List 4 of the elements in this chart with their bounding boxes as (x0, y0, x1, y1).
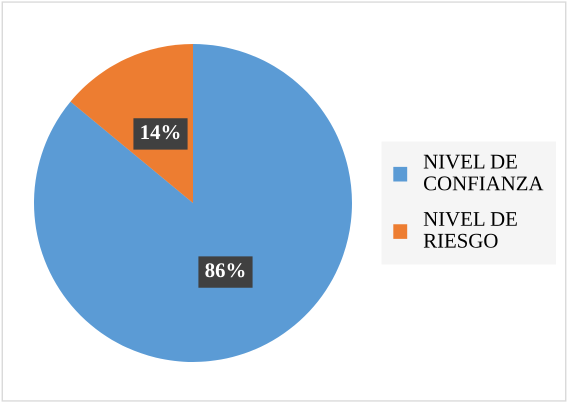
data-label: 86% (205, 263, 244, 278)
data-label: 14% (141, 125, 180, 140)
legend-label: NIVEL DE CONFIANZA (424, 154, 544, 190)
legend-label: NIVEL DE RIESGO (424, 212, 517, 248)
